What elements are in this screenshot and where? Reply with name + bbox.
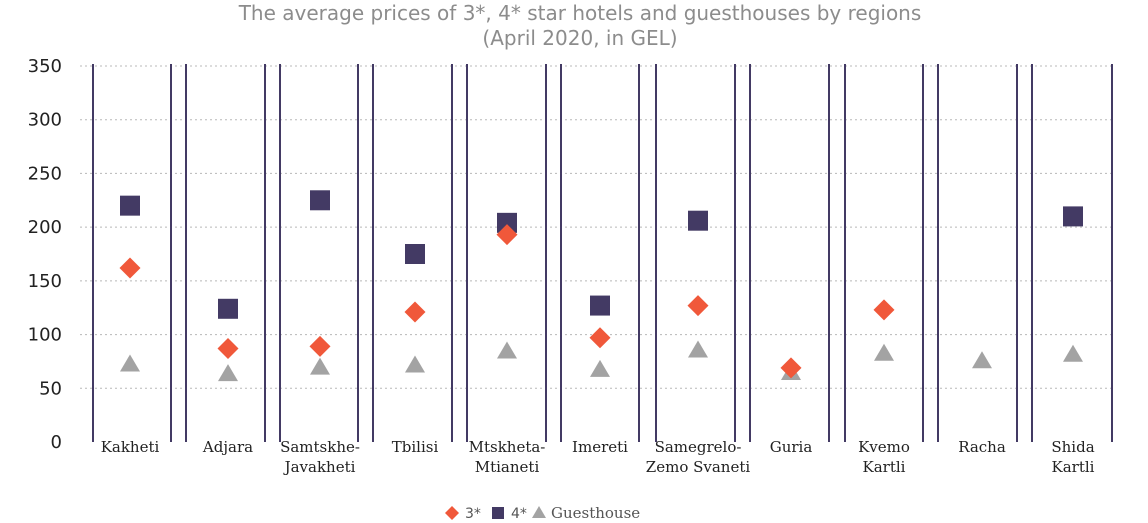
marker-4-star <box>1063 206 1083 227</box>
marker-4-star <box>120 195 140 216</box>
marker-guesthouse <box>497 341 517 359</box>
legend: 3* 4* Guesthouse <box>445 504 640 522</box>
y-axis: 350 300 250 200 150 100 50 0 <box>28 56 62 453</box>
y-tick-label: 100 <box>28 325 62 346</box>
region-label: Shida Kartli <box>1051 438 1094 476</box>
marker-4-star <box>405 244 425 264</box>
region-separators <box>92 64 1113 442</box>
region-label: Imereti <box>572 438 628 456</box>
marker-guesthouse <box>120 354 140 372</box>
marker-guesthouse <box>310 357 330 375</box>
region-label: Samegrelo-Zemo Svaneti <box>646 438 751 476</box>
marker-3-star <box>873 299 895 321</box>
marker-guesthouse <box>1063 344 1083 362</box>
y-tick-label: 350 <box>28 56 62 77</box>
marker-3-star <box>496 224 518 246</box>
marker-3-star <box>404 301 426 323</box>
region-label: Samtskhe-Javakheti <box>280 438 360 476</box>
y-tick-label: 200 <box>28 217 62 238</box>
region-label: Kakheti <box>101 438 160 456</box>
marker-guesthouse <box>590 359 610 377</box>
region-label: Mtskheta-Mtianeti <box>469 438 546 476</box>
marker-guesthouse <box>688 340 708 358</box>
marker-guesthouse <box>218 364 238 382</box>
y-tick-label: 300 <box>28 110 62 131</box>
marker-guesthouse <box>405 355 425 373</box>
marker-3-star <box>687 295 709 317</box>
y-tick-label: 150 <box>28 271 62 292</box>
legend-4-star-symbol <box>492 507 504 519</box>
marker-4-star <box>497 212 517 233</box>
region-label: Racha <box>958 438 1006 456</box>
region-label: Adjara <box>202 438 253 456</box>
marker-4-star <box>590 295 610 316</box>
marker-guesthouse <box>972 351 992 369</box>
legend-label: Guesthouse <box>551 504 640 522</box>
chart-subtitle: (April 2020, in GEL) <box>482 26 677 50</box>
region-label: Tbilisi <box>392 438 439 456</box>
legend-3-star-symbol <box>445 506 459 520</box>
legend-label: 3* <box>465 506 481 522</box>
marker-3-star <box>309 335 331 357</box>
x-axis-labels: Kakheti Adjara Samtskhe-Javakheti Tbilisi Mt… <box>101 438 1095 476</box>
region-label: Kvemo Kartli <box>858 438 910 476</box>
y-tick-label: 50 <box>39 378 62 399</box>
legend-guesthouse-symbol <box>532 506 546 518</box>
marker-3-star <box>589 327 611 349</box>
marker-4-star <box>688 210 708 231</box>
marker-3-star <box>780 357 802 379</box>
y-tick-label: 0 <box>51 432 62 453</box>
marker-4-star <box>310 190 330 211</box>
data-markers <box>119 190 1083 382</box>
chart-title: The average prices of 3*, 4* star hotels… <box>238 1 922 25</box>
region-label: Guria <box>770 438 813 456</box>
y-tick-label: 250 <box>28 163 62 184</box>
legend-label: 4* <box>511 506 527 522</box>
marker-4-star <box>218 298 238 319</box>
marker-guesthouse <box>874 343 894 361</box>
marker-3-star <box>217 338 239 360</box>
marker-3-star <box>119 257 141 279</box>
